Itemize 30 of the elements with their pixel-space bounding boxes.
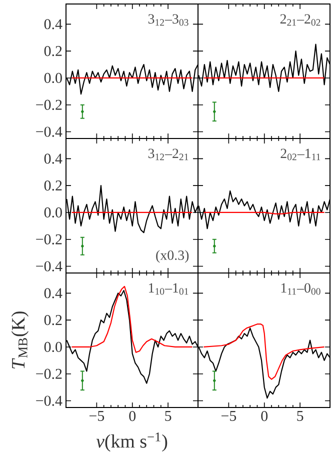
x-tick-label: −5 bbox=[221, 411, 236, 421]
y-tick-label: −0.4 bbox=[36, 261, 62, 272]
y-tick-label: 0.0 bbox=[44, 342, 62, 352]
text: 1$_{10}$–1$_{01}$ bbox=[148, 283, 188, 295]
y-tick-label: −0.4 bbox=[36, 396, 62, 406]
text: 3$_{12}$–2$_{21}$ bbox=[148, 148, 188, 160]
y-tick-label: −0.2 bbox=[36, 368, 62, 379]
y-tick-label: 0.2 bbox=[44, 46, 62, 56]
y-tick-label: 0.2 bbox=[44, 315, 62, 326]
y-tick-label: 0.2 bbox=[44, 180, 62, 191]
x-tick-label: −5 bbox=[89, 411, 104, 421]
y-tick-label: 0.0 bbox=[44, 72, 62, 84]
y-tick-label: −0.2 bbox=[36, 234, 62, 244]
y-tick-label: 0.4 bbox=[44, 19, 62, 30]
y-tick-label: −0.2 bbox=[36, 100, 62, 110]
x-tick-label: 5 bbox=[165, 411, 172, 421]
y-tick-label: −0.4 bbox=[36, 126, 62, 137]
text: 3$_{12}$–3$_{03}$ bbox=[148, 14, 188, 26]
x-tick-label: 0 bbox=[261, 411, 268, 422]
text: 1$_{11}$–0$_{00}$ bbox=[281, 283, 320, 295]
y-axis-title: T$_{MB}$(K) bbox=[11, 312, 29, 369]
text: 2$_{21}$–2$_{02}$ bbox=[280, 14, 320, 26]
text: 2$_{02}$–1$_{11}$ bbox=[280, 148, 320, 160]
x-tick-label: 0 bbox=[129, 411, 136, 422]
annotation: (x0.3) bbox=[156, 250, 189, 263]
y-tick-label: 0.4 bbox=[44, 288, 62, 298]
y-tick-label: 0.0 bbox=[44, 207, 62, 218]
x-axis-title: v(km s$^{−1}$) bbox=[96, 432, 168, 452]
y-tick-label: 0.4 bbox=[44, 154, 62, 164]
x-tick-label: 5 bbox=[297, 411, 304, 421]
